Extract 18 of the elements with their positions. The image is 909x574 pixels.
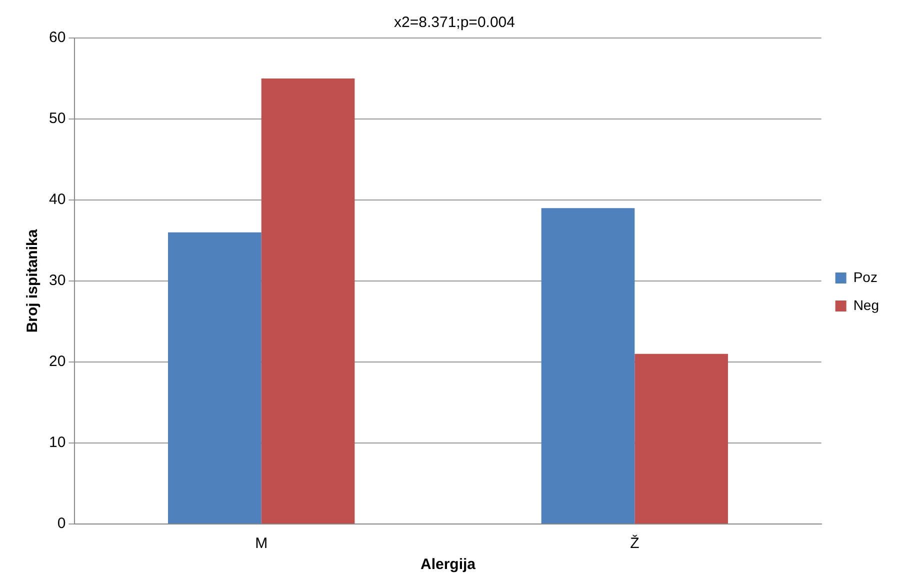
y-tick-label: 30: [48, 272, 66, 290]
y-axis-title: Broj ispitanika: [24, 228, 42, 333]
bar: [261, 78, 355, 524]
x-axis-title: Alergija: [420, 556, 476, 574]
x-tick-label: M: [255, 535, 268, 552]
y-tick-label: 40: [48, 191, 66, 208]
x-tick-label: Ž: [630, 534, 640, 552]
y-tick-label: 0: [57, 515, 66, 532]
bar: [541, 208, 635, 524]
legend-label: Poz: [853, 268, 878, 285]
y-tick-label: 60: [48, 29, 66, 46]
y-tick-label: 10: [48, 434, 66, 452]
bar: [168, 232, 262, 524]
bar: [634, 354, 728, 524]
chart-title: x2=8.371;p=0.004: [394, 14, 515, 32]
legend-label: Neg: [853, 296, 880, 313]
y-tick-label: 20: [48, 353, 66, 370]
y-tick-label: 50: [48, 110, 66, 128]
